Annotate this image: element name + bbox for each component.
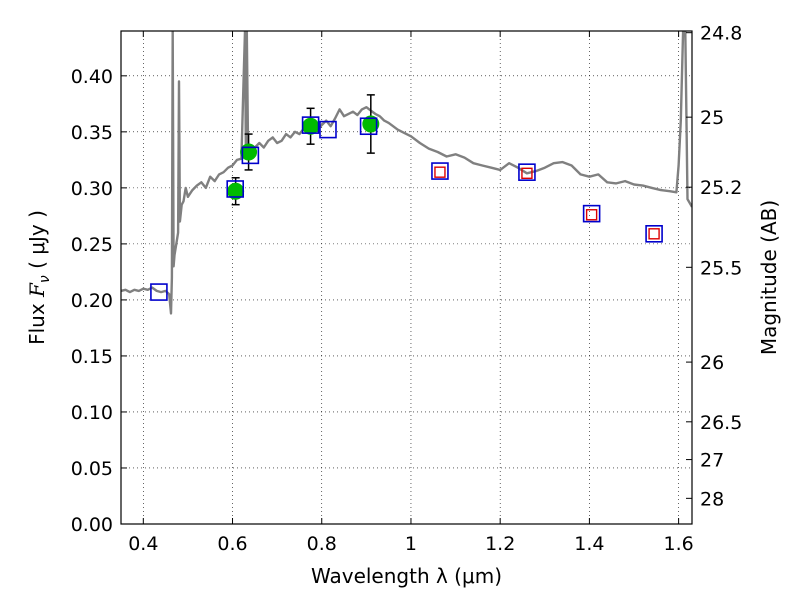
y-tick-label: 0.35 [71,122,113,144]
model-band-square [582,204,601,223]
model-band-square [645,225,663,243]
model-band-square [359,117,378,136]
sed-line [121,31,692,315]
y-tick-label: 0.25 [71,234,113,256]
plot-frame [120,30,693,525]
y-tick-label: 0.10 [71,402,113,424]
x-tick-label: 0.6 [217,533,247,555]
y-axis-label: Flux Fν ( μJy ) [25,210,53,345]
x-tick-label: 0.4 [128,533,158,555]
y-label-suffix: ( μJy ) [25,210,49,275]
model-band-square [301,116,320,134]
y2-tick-label: 24.8 [700,23,742,45]
y2-tick-label: 26 [700,352,724,374]
predicted-band-square [434,166,446,178]
y-label-subscript: ν [37,275,53,283]
model-band-square [150,283,168,301]
y-tick-label: 0.20 [71,290,113,312]
y2-tick-label: 25.5 [700,257,742,279]
model-band-square [226,180,244,198]
x-axis-label: Wavelength λ (μm) [311,564,502,588]
axis-labels: 0.4 0.6 0.8 1 1.2 1.4 1.6 0.00 0.05 0.10 0.15 0.20 0… [25,23,781,588]
x-tick-label: 0.8 [307,533,337,555]
grid-lines [121,31,692,525]
predicted-band-square [648,228,660,240]
observed-point [362,115,380,133]
data-markers [150,94,663,301]
y2-tick-label: 26.5 [700,412,742,434]
y-label-symbol: F [25,282,49,298]
y-tick-label: 0.40 [71,66,113,88]
x-tick-label: 1.4 [574,533,604,555]
y-tick-label: 0.00 [71,514,113,536]
model-sed-curve [121,31,692,315]
model-band-square [319,120,337,139]
model-band-square [431,162,449,180]
y-tick-label: 0.30 [71,178,113,200]
model-band-square [518,163,536,181]
x-tick-label: 1.2 [485,533,515,555]
y-label-prefix: Flux [25,297,49,345]
y-tick-label: 0.05 [71,458,113,480]
predicted-band-square [585,209,598,221]
y-tick-label: 0.15 [71,346,113,368]
observed-point [302,117,320,135]
x-tick-label: 1.6 [664,533,694,555]
y2-tick-label: 25 [700,107,724,129]
y2-tick-label: 28 [700,488,724,510]
y2-axis-label: Magnitude (AB) [757,200,781,355]
y2-tick-label: 27 [700,450,724,472]
predicted-band-square [521,167,533,179]
x-tick-label: 1 [405,533,417,555]
y2-tick-label: 25.2 [700,177,742,199]
axis-ticks [121,31,692,525]
model-band-square [241,146,260,165]
